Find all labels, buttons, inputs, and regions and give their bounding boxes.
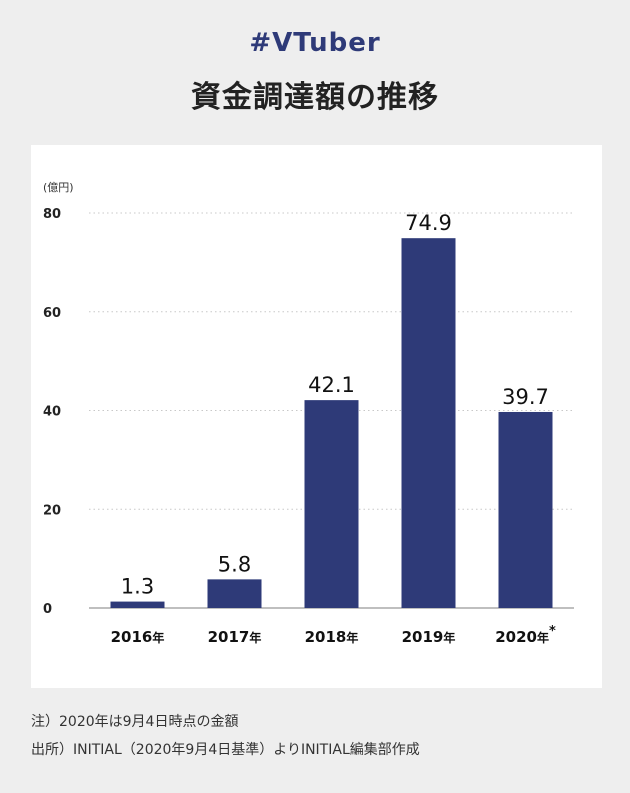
bar-3 [401,238,456,608]
y-tick-label-80: 80 [43,207,61,222]
data-label-2: 42.1 [308,373,355,397]
data-label-0: 1.3 [121,575,154,599]
x-tick-label-4: 2020年* [495,624,556,646]
y-tick-label-20: 20 [43,503,61,518]
y-tick-label-60: 60 [43,306,61,321]
note-date: 注）2020年は9月4日時点の金額 [31,714,239,730]
y-tick-label-0: 0 [43,602,52,617]
chart-hashtag: #VTuber [249,28,381,58]
bar-1 [207,579,262,608]
data-label-4: 39.7 [502,385,549,409]
bar-chart: (億円) 0 20 40 60 80 1.3 2016年 5.8 2017年 42.1 2018年 74… [43,181,574,646]
note-source: 出所）INITIAL（2020年9月4日基準）よりINITIAL編集部作成 [31,742,420,758]
data-label-1: 5.8 [218,552,251,576]
bar-4 [498,411,553,608]
x-tick-label-0: 2016年 [111,628,165,646]
bar-0 [110,601,165,608]
bar-2 [304,400,359,608]
x-tick-label-1: 2017年 [208,628,262,646]
chart-panel: (億円) 0 20 40 60 80 1.3 2016年 5.8 2017年 42.1 2018年 74… [31,145,602,688]
data-label-3: 74.9 [405,211,452,235]
chart-title: 資金調達額の推移 [191,80,439,115]
x-tick-label-3: 2019年 [402,628,456,646]
y-unit-label: (億円) [43,181,74,194]
y-tick-label-40: 40 [43,405,61,420]
x-tick-label-2: 2018年 [305,628,359,646]
